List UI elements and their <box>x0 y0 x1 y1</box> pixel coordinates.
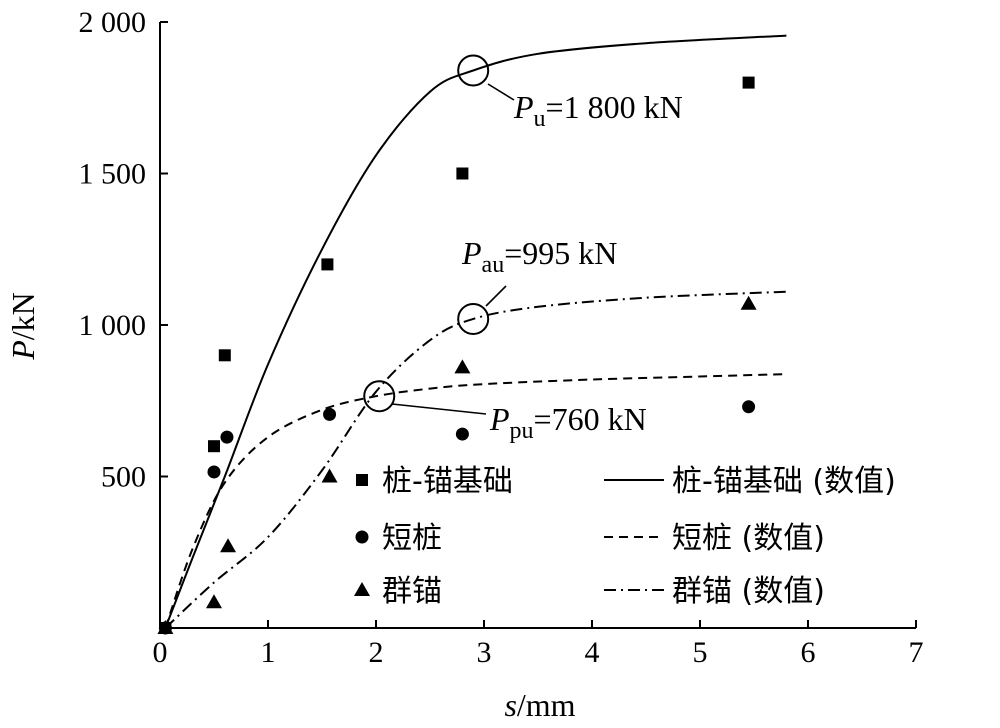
annotation-var: P <box>513 89 534 125</box>
annotation-label: Pau=995 kN <box>461 235 617 278</box>
x-axis-var: s <box>504 687 516 723</box>
series-1 <box>158 400 756 635</box>
y-tick-label: 500 <box>101 461 146 494</box>
x-tick-label: 7 <box>909 636 924 669</box>
data-point-circle <box>207 465 221 479</box>
callout-circle <box>457 302 490 335</box>
data-point-square <box>742 76 755 89</box>
axes: 0 1 2 3 4 5 6 7 500 1 000 1 500 2 000 <box>79 6 924 669</box>
series-layer <box>157 34 787 635</box>
callout-circle <box>363 380 396 413</box>
legend-label: 短桩 <box>382 521 442 556</box>
annotation-value: =760 kN <box>534 401 647 437</box>
series-0 <box>159 76 755 634</box>
annotation-label: Pu=1 800 kN <box>513 89 683 132</box>
callout-leader <box>485 285 507 307</box>
callout-circle <box>457 54 490 87</box>
legend-marker-circle <box>355 530 369 544</box>
data-point-circle <box>742 400 756 414</box>
legend-marker-triangle <box>354 582 370 596</box>
x-tick-label: 6 <box>801 636 816 669</box>
data-point-square <box>321 258 334 271</box>
y-tick-label: 1 000 <box>79 309 147 342</box>
data-point-circle <box>455 427 469 441</box>
callout-leader <box>391 403 487 415</box>
data-point-square <box>218 349 231 362</box>
annotation-value: =995 kN <box>504 235 617 271</box>
y-axis-unit: /kN <box>5 292 41 340</box>
legend-label: 桩-锚基础 <box>382 464 513 499</box>
y-axis-title: P/kN <box>5 292 41 361</box>
annotation-sub: u <box>534 106 546 132</box>
x-tick-label: 0 <box>153 636 168 669</box>
series-line-dashed <box>164 373 787 629</box>
x-tick-label: 5 <box>693 636 708 669</box>
x-axis-title: s/mm <box>504 687 575 723</box>
data-point-square <box>456 167 469 180</box>
legend-label: 群锚 (数值) <box>672 574 825 609</box>
annotation-sub: pu <box>510 418 534 444</box>
annotation-var: P <box>489 401 510 437</box>
series-4 <box>164 373 787 629</box>
x-tick-label: 1 <box>261 636 276 669</box>
data-point-circle <box>323 407 337 421</box>
y-tick-label: 1 500 <box>79 158 147 191</box>
legend-label: 桩-锚基础 (数值) <box>672 464 896 499</box>
annotation-value: =1 800 kN <box>546 89 683 125</box>
callout-leader <box>487 83 515 101</box>
data-point-triangle <box>206 594 222 609</box>
y-tick-label: 2 000 <box>79 6 147 39</box>
data-point-triangle <box>740 295 757 310</box>
data-point-square <box>208 440 220 453</box>
annotation-var: P <box>461 235 482 271</box>
series-3 <box>164 34 787 629</box>
annotation-label: Ppu=760 kN <box>489 401 647 444</box>
x-axis-unit: /mm <box>517 687 576 723</box>
legend-marker-square <box>356 474 368 486</box>
data-point-triangle <box>321 468 338 483</box>
series-5 <box>164 290 787 629</box>
data-point-circle <box>220 430 234 444</box>
series-line-solid <box>164 34 787 629</box>
x-tick-label: 2 <box>369 636 384 669</box>
data-point-triangle <box>454 359 471 374</box>
legend-label: 短桩 (数值) <box>672 521 825 556</box>
x-tick-label: 4 <box>585 636 600 669</box>
y-axis-var: P <box>5 340 41 361</box>
data-point-triangle <box>220 538 237 553</box>
series-line-dashdot <box>164 290 787 629</box>
annotation-sub: au <box>482 252 505 278</box>
x-tick-label: 3 <box>477 636 492 669</box>
legend-label: 群锚 <box>382 574 442 609</box>
